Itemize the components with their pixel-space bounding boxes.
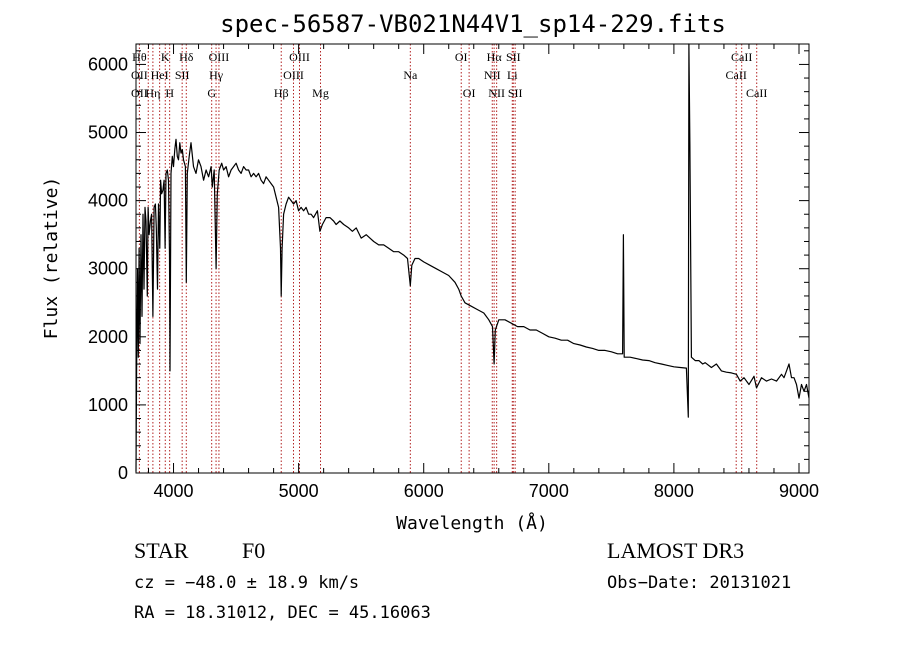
- plot-frame: [135, 43, 810, 474]
- survey-label: LAMOST DR3: [607, 538, 745, 563]
- line-label: Mg: [312, 86, 329, 100]
- x-tick-label: 9000: [779, 481, 819, 501]
- line-label: OIII: [289, 50, 310, 64]
- y-axis: 0 1000 2000 3000 4000 5000 6000: [88, 50, 809, 483]
- y-tick-label: 1000: [88, 395, 128, 415]
- line-label: K: [161, 50, 170, 64]
- y-tick-label: 4000: [88, 191, 128, 211]
- x-tick-label: 4000: [154, 481, 194, 501]
- line-label: SII: [506, 50, 521, 64]
- y-tick-label: 6000: [88, 54, 128, 74]
- x-tick-label: 6000: [404, 481, 444, 501]
- series-layer: [135, 43, 810, 472]
- x-tick-label: 5000: [279, 481, 319, 501]
- line-label: HeI: [151, 68, 169, 82]
- line-label: H: [165, 86, 174, 100]
- y-tick-label: 2000: [88, 327, 128, 347]
- line-label: G: [207, 86, 216, 100]
- x-axis-label: Wavelength (Å): [396, 512, 548, 534]
- line-label: Hγ: [209, 68, 224, 82]
- line-label: Hδ: [179, 50, 194, 64]
- line-label: Li: [507, 68, 518, 82]
- x-axis: 4000 5000 6000 7000 8000 9000: [148, 44, 819, 501]
- line-label: NII: [484, 68, 501, 82]
- line-label: Hη: [145, 86, 160, 100]
- line-markers-layer: [138, 44, 758, 473]
- line-label: CaII: [726, 68, 747, 82]
- line-label: OII: [131, 86, 148, 100]
- obs-date: Obs−Date: 20131021: [607, 573, 792, 593]
- redshift-cz: cz = −48.0 ± 18.9 km/s: [134, 573, 360, 593]
- y-tick-label: 5000: [88, 123, 128, 143]
- y-axis-label: Flux (relative): [41, 177, 62, 340]
- line-label: OIII: [283, 68, 304, 82]
- line-label: Hβ: [274, 86, 289, 100]
- line-label: SII: [508, 86, 523, 100]
- object-class: STAR: [134, 538, 189, 563]
- line-label: OI: [463, 86, 476, 100]
- line-label: OI: [455, 50, 468, 64]
- line-label: OII: [131, 68, 148, 82]
- series-line-spectrum: [135, 43, 810, 472]
- line-label: OIII: [209, 50, 230, 64]
- line-label: Na: [403, 68, 418, 82]
- line-label: CaII: [746, 86, 767, 100]
- x-tick-label: 7000: [529, 481, 569, 501]
- chart-title: spec-56587-VB021N44V1_sp14-229.fits: [220, 10, 726, 38]
- x-tick-label: 8000: [654, 481, 694, 501]
- line-label: NII: [488, 86, 505, 100]
- line-label: Hθ: [132, 50, 147, 64]
- object-subclass: F0: [242, 538, 266, 563]
- line-label: CaII: [731, 50, 752, 64]
- coordinates: RA = 18.31012, DEC = 45.16063: [134, 603, 431, 623]
- line-label: Hα: [487, 50, 503, 64]
- line-label: SII: [175, 68, 190, 82]
- y-tick-label: 0: [118, 463, 128, 483]
- y-tick-label: 3000: [88, 259, 128, 279]
